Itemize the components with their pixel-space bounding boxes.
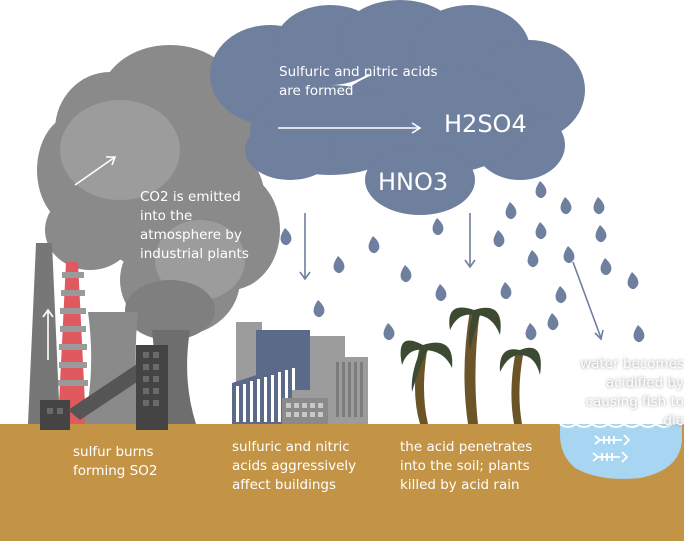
acid-cloud [210,0,585,215]
sulfur-caption: sulfur burns forming SO2 [73,444,158,479]
soil-caption: the acid penetrates into the soil; plant… [400,439,533,493]
water-wave [559,422,673,428]
rain-arrows [299,213,604,341]
ground [0,424,684,541]
reaction-arrow [278,122,422,134]
co2-caption: CO2 is emitted into the atmosphere by in… [140,189,249,262]
pond [560,424,682,479]
cloud-caption: Sulfuric and nitric acids are formed [279,64,438,99]
buildings [232,322,368,424]
buildings-caption: sulfuric and nitric acids aggressively a… [232,439,357,493]
fish-skeleton-icon [592,434,631,463]
dead-trees [400,307,541,424]
water-caption: water becomes acidified by causing fish … [580,356,684,429]
hno3-formula: HNO3 [378,168,449,196]
upward-arrow [42,308,54,360]
smoke-cloud [37,45,280,340]
factory [40,345,168,430]
smoke-arrow [74,156,117,186]
rain-drops [280,181,645,343]
h2so4-formula: H2SO4 [444,110,527,138]
